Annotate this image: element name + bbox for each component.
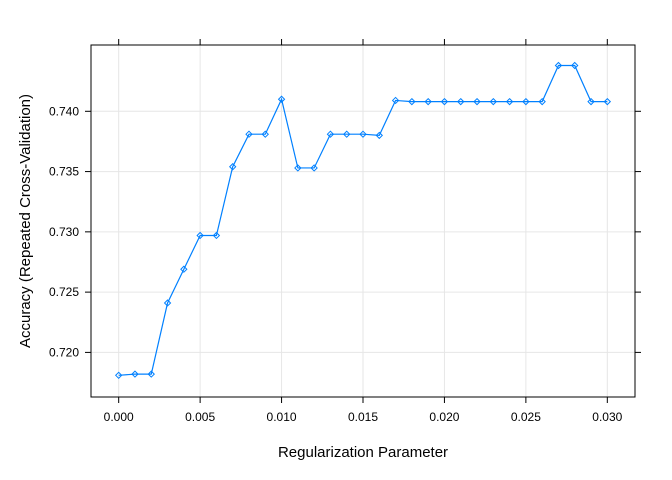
y-axis-title: Accuracy (Repeated Cross-Validation) bbox=[17, 94, 34, 348]
data-point bbox=[489, 97, 498, 106]
data-point bbox=[277, 95, 286, 103]
y-tick-label: 0.720 bbox=[49, 345, 79, 359]
x-tick-label: 0.025 bbox=[511, 410, 541, 424]
x-tick-label: 0.030 bbox=[592, 410, 622, 424]
data-point bbox=[114, 371, 123, 380]
data-point bbox=[245, 130, 253, 138]
data-point bbox=[375, 131, 383, 140]
data-point bbox=[343, 130, 351, 138]
x-tick-label: 0.015 bbox=[348, 410, 378, 424]
data-point bbox=[554, 61, 563, 70]
y-tick-label: 0.735 bbox=[49, 165, 79, 179]
y-tick-label: 0.740 bbox=[49, 104, 79, 118]
data-point bbox=[440, 97, 449, 106]
data-point bbox=[326, 130, 335, 138]
data-point bbox=[261, 130, 269, 138]
data-point bbox=[522, 97, 530, 106]
y-tick-labels: 0.720 0.725 0.730 0.735 0.740 bbox=[49, 104, 79, 359]
data-point bbox=[408, 97, 416, 106]
x-axis-title: Regularization Parameter bbox=[278, 444, 448, 461]
axis-ticks bbox=[85, 39, 641, 403]
data-point bbox=[473, 97, 481, 106]
data-point bbox=[196, 231, 204, 240]
data-point bbox=[538, 97, 546, 106]
y-tick-label: 0.730 bbox=[49, 225, 79, 239]
x-tick-label: 0.005 bbox=[185, 410, 215, 424]
x-tick-labels: 0.000 0.005 0.010 0.015 0.020 0.025 0.030 bbox=[104, 410, 623, 424]
data-point bbox=[131, 370, 139, 378]
data-point bbox=[163, 299, 172, 307]
data-point bbox=[571, 61, 579, 70]
y-tick-label: 0.725 bbox=[49, 285, 79, 299]
x-tick-label: 0.010 bbox=[267, 410, 297, 424]
data-point bbox=[294, 164, 302, 172]
data-point bbox=[228, 163, 237, 171]
data-point bbox=[180, 265, 188, 273]
data-point bbox=[587, 97, 595, 106]
data-point bbox=[310, 164, 318, 172]
data-point bbox=[212, 231, 221, 240]
x-tick-label: 0.000 bbox=[104, 410, 134, 424]
data-point bbox=[505, 97, 514, 106]
data-point bbox=[603, 97, 612, 106]
data-point bbox=[147, 370, 155, 378]
data-point bbox=[457, 97, 465, 106]
data-point bbox=[424, 97, 432, 106]
data-points bbox=[114, 61, 612, 380]
grid-lines bbox=[91, 45, 635, 397]
x-tick-label: 0.020 bbox=[429, 410, 459, 424]
data-point bbox=[359, 130, 367, 138]
data-point bbox=[391, 96, 400, 105]
series-line bbox=[118, 64, 608, 376]
